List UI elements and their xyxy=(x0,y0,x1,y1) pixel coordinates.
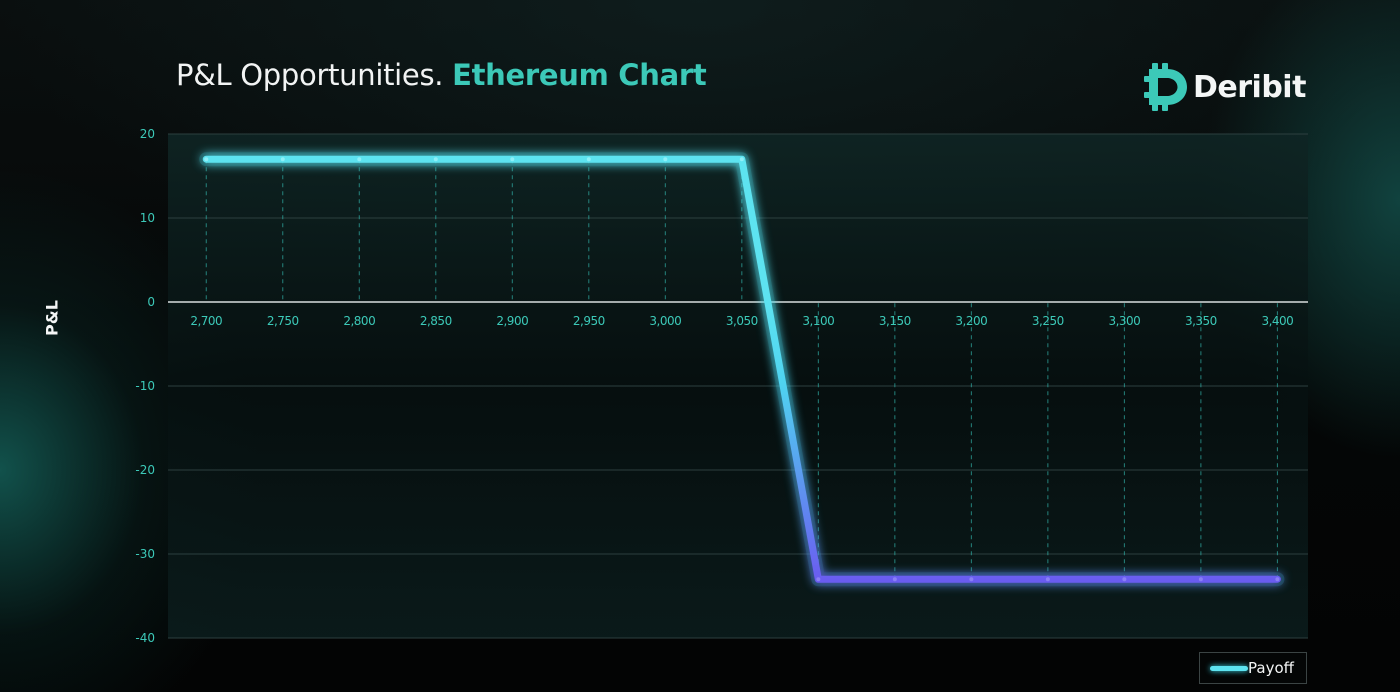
data-point-payoff xyxy=(969,577,974,582)
y-tick-label: -20 xyxy=(135,463,155,477)
legend: Payoff xyxy=(1199,652,1307,684)
data-point-payoff xyxy=(1045,577,1050,582)
title-main: P&L Opportunities. xyxy=(176,58,444,92)
y-tick-label: -10 xyxy=(135,379,155,393)
x-tick-label: 2,850 xyxy=(420,314,452,328)
x-tick-label: 2,750 xyxy=(267,314,299,328)
data-point-payoff xyxy=(1122,577,1127,582)
legend-label-payoff: Payoff xyxy=(1248,659,1294,677)
data-point-payoff xyxy=(892,577,897,582)
data-point-payoff xyxy=(663,157,668,162)
chart-title: P&L Opportunities. Ethereum Chart xyxy=(176,58,707,92)
x-tick-label: 3,000 xyxy=(649,314,681,328)
legend-swatch xyxy=(1210,665,1248,671)
y-tick-label: -40 xyxy=(135,631,155,645)
title-accent: Ethereum Chart xyxy=(452,58,707,92)
x-tick-label: 2,900 xyxy=(496,314,528,328)
data-point-payoff xyxy=(739,157,744,162)
x-tick-label: 3,150 xyxy=(879,314,911,328)
data-point-payoff xyxy=(586,157,591,162)
data-point-payoff xyxy=(357,157,362,162)
deribit-logo-icon xyxy=(1144,63,1187,111)
x-tick-label: 3,400 xyxy=(1261,314,1293,328)
data-point-payoff xyxy=(510,157,515,162)
x-tick-label: 2,700 xyxy=(190,314,222,328)
x-tick-label: 3,250 xyxy=(1032,314,1064,328)
data-point-payoff xyxy=(1198,577,1203,582)
y-tick-label: 20 xyxy=(140,127,155,141)
x-tick-label: 3,050 xyxy=(726,314,758,328)
x-tick-label: 3,200 xyxy=(955,314,987,328)
x-tick-label: 2,800 xyxy=(343,314,375,328)
x-tick-label: 3,300 xyxy=(1108,314,1140,328)
x-tick-label: 2,950 xyxy=(573,314,605,328)
data-point-payoff xyxy=(433,157,438,162)
brand-name: Deribit xyxy=(1193,69,1306,105)
data-point-payoff xyxy=(204,157,209,162)
y-tick-label: -30 xyxy=(135,547,155,561)
y-tick-label: 10 xyxy=(140,211,155,225)
data-point-payoff xyxy=(280,157,285,162)
data-point-payoff xyxy=(816,577,821,582)
brand-logo: Deribit xyxy=(1143,62,1306,112)
data-point-payoff xyxy=(1275,577,1280,582)
y-tick-label: 0 xyxy=(147,295,155,309)
x-tick-label: 3,100 xyxy=(802,314,834,328)
x-tick-label: 3,350 xyxy=(1185,314,1217,328)
